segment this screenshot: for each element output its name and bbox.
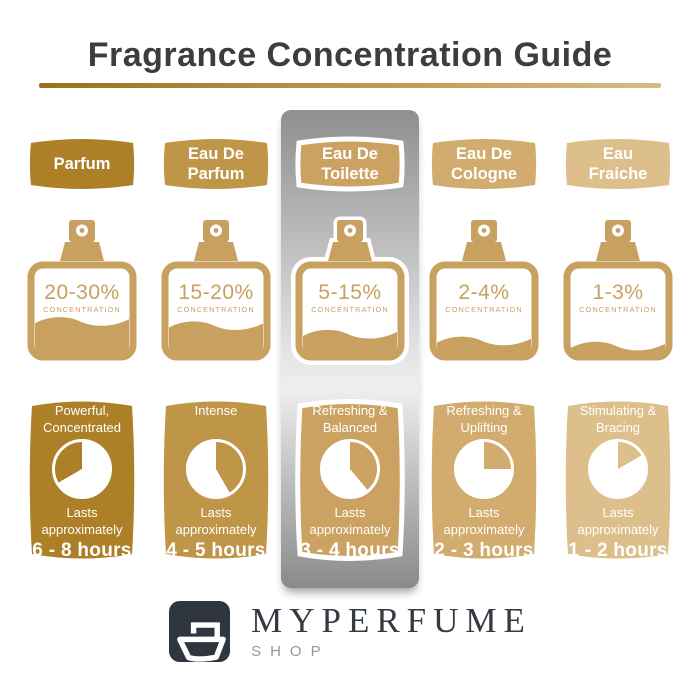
column-eau-de-cologne: Eau De Cologne 2-4% CONCENTRATION Refres… [417, 133, 551, 567]
card-content: Intense Lasts approximately 4 - 5 hours [160, 393, 272, 567]
category-banner: Eau De Toilette [295, 133, 405, 195]
banner-shape [163, 139, 269, 189]
column-eau-de-toilette: Eau De Toilette 5-15% CONCENTRATION [283, 133, 417, 567]
duration-card: Refreshing & Balanced Lasts approximatel… [294, 393, 406, 567]
duration-value: 3 - 4 hours [300, 540, 400, 562]
logo-bottle-hull [177, 636, 226, 662]
category-banner: Eau De Parfum [161, 133, 271, 195]
lasts-label: Lasts approximately [309, 505, 391, 537]
card-content: Stimulating & Bracing Lasts approximatel… [562, 393, 674, 567]
liquid-fill [303, 329, 397, 354]
category-banner: Eau De Cologne [429, 133, 539, 195]
banner-shape [565, 139, 671, 189]
brand-name: MYPERFUME [251, 601, 532, 640]
category-name: Eau De Parfum [187, 144, 245, 183]
column-parfum: Parfum 20-30% CONCENTRATION Powerful, Co… [15, 133, 149, 567]
lasts-label: Lasts approximately [41, 505, 123, 537]
bottle-body [563, 261, 673, 361]
duration-card: Refreshing & Uplifting Lasts approximate… [428, 393, 540, 567]
brand-logo-icon [169, 600, 231, 663]
duration-value: 6 - 8 hours [32, 540, 132, 562]
bottle-neck [60, 242, 104, 261]
duration-value: 2 - 3 hours [434, 540, 534, 562]
nozzle-dot [347, 228, 353, 233]
lasts-label: Lasts approximately [175, 505, 257, 537]
concentration-value: 15-20% [178, 281, 253, 304]
banner-shape [431, 139, 537, 189]
title-underline [39, 83, 661, 88]
banner-shape [295, 136, 405, 192]
card-content: Refreshing & Balanced Lasts approximatel… [294, 393, 406, 567]
lasts-label: Lasts approximately [577, 505, 659, 537]
scent-character: Refreshing & Balanced [312, 403, 388, 435]
concentration-value: 5-15% [318, 281, 381, 304]
category-banner: Eau Fraiche [563, 133, 673, 195]
bottle-neck [596, 242, 640, 261]
concentration-label: CONCENTRATION [445, 305, 522, 314]
clock-icon [186, 439, 246, 499]
clock-icon [320, 439, 380, 499]
duration-card: Stimulating & Bracing Lasts approximatel… [562, 393, 674, 567]
perfume-bottle-icon: 1-3% CONCENTRATION [563, 220, 673, 361]
banner-shape [29, 139, 135, 189]
brand-text: MYPERFUME SHOP [251, 603, 532, 660]
concentration-value: 20-30% [44, 281, 119, 304]
category-name: Eau De Toilette [321, 144, 379, 183]
bottle-neck [328, 242, 372, 261]
column-eau-fraiche: Eau Fraiche 1-3% CONCENTRATION Stimulati… [551, 133, 685, 567]
clock-icon [454, 439, 514, 499]
duration-value: 1 - 2 hours [568, 540, 668, 562]
brand-footer: MYPERFUME SHOP [0, 600, 700, 663]
nozzle-dot [481, 228, 487, 233]
bottle-body [429, 261, 539, 361]
concentration-label: CONCENTRATION [177, 305, 254, 314]
scent-character: Stimulating & Bracing [579, 403, 657, 435]
logo-cap-stroke [190, 622, 221, 640]
bottle-neck [194, 242, 238, 261]
duration-card: Powerful, Concentrated Lasts approximate… [26, 393, 138, 567]
nozzle-dot [213, 228, 219, 233]
perfume-bottle-icon: 20-30% CONCENTRATION [27, 220, 137, 361]
bottle-neck [462, 242, 506, 261]
brand-subtitle: SHOP [251, 643, 330, 660]
perfume-bottle-icon: 5-15% CONCENTRATION [291, 216, 409, 365]
duration-card: Intense Lasts approximately 4 - 5 hours [160, 393, 272, 567]
card-content: Refreshing & Uplifting Lasts approximate… [428, 393, 540, 567]
duration-value: 4 - 5 hours [166, 540, 266, 562]
category-name: Parfum [53, 154, 111, 173]
fragrance-columns: Parfum 20-30% CONCENTRATION Powerful, Co… [15, 133, 685, 567]
concentration-label: CONCENTRATION [579, 305, 656, 314]
column-eau-de-parfum: Eau De Parfum 15-20% CONCENTRATION Inten… [149, 133, 283, 567]
nozzle-dot [79, 228, 85, 233]
liquid-fill [571, 341, 665, 354]
category-name: Eau Fraiche [588, 144, 648, 183]
concentration-label: CONCENTRATION [311, 305, 388, 314]
liquid-fill [35, 317, 129, 354]
liquid-fill [169, 321, 263, 354]
category-name: Eau De Cologne [451, 144, 517, 183]
scent-character: Intense [194, 403, 238, 418]
perfume-bottle-icon: 15-20% CONCENTRATION [161, 220, 271, 361]
scent-character: Powerful, Concentrated [42, 403, 122, 435]
scent-character: Refreshing & Uplifting [446, 403, 522, 435]
liquid-fill [437, 336, 531, 354]
concentration-value: 2-4% [458, 281, 509, 304]
concentration-label: CONCENTRATION [43, 305, 120, 314]
perfume-bottle-icon: 2-4% CONCENTRATION [429, 220, 539, 361]
clock-icon [52, 439, 112, 499]
clock-icon [588, 439, 648, 499]
category-banner: Parfum [27, 133, 137, 195]
lasts-label: Lasts approximately [443, 505, 525, 537]
card-content: Powerful, Concentrated Lasts approximate… [26, 393, 138, 567]
page-title: Fragrance Concentration Guide [87, 36, 613, 74]
nozzle-dot [615, 228, 621, 233]
concentration-value: 1-3% [592, 281, 643, 304]
